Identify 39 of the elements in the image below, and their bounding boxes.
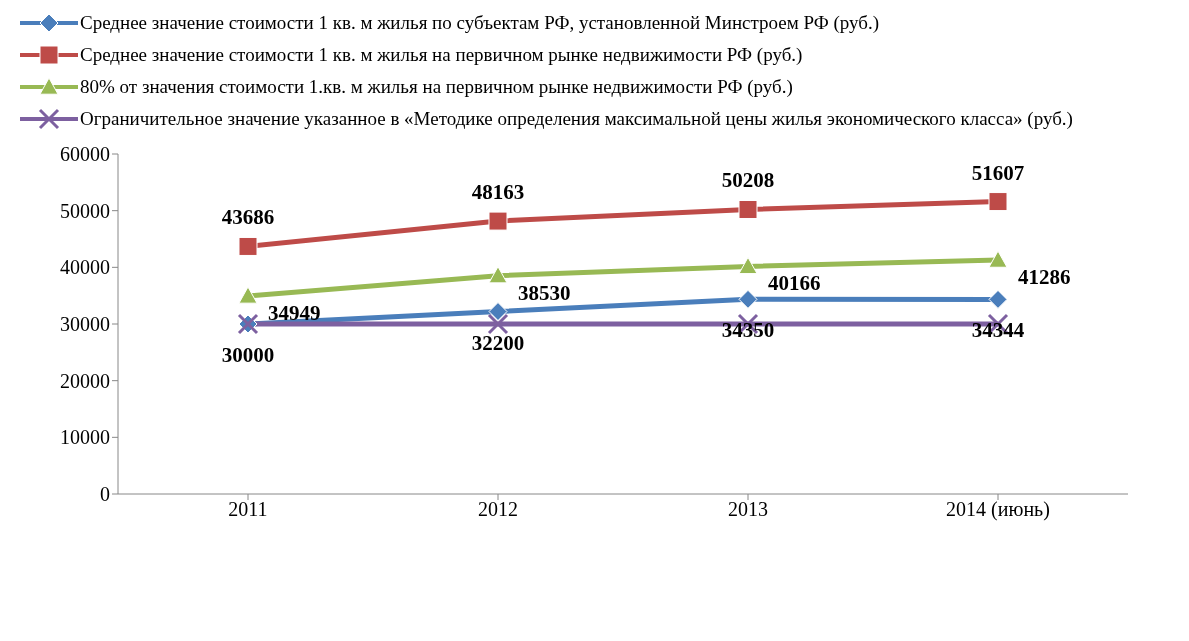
x-tick-label: 2012: [478, 498, 518, 521]
data-label: 34344: [971, 318, 1025, 343]
data-label: 51607: [971, 160, 1025, 185]
legend-label: Ограничительное значение указанное в «Методике определения максимальной цены жилья экономического класса» (руб.): [80, 108, 1073, 130]
y-tick-label: 0: [100, 483, 110, 506]
y-tick-label: 40000: [60, 256, 110, 279]
x-tick-label: 2013: [728, 498, 768, 521]
x-tick-label: 2014 (июнь): [946, 498, 1050, 522]
legend-label: Среднее значение стоимости 1 кв. м жилья по субъектам РФ, установленной Минстроем РФ (руб.): [80, 12, 880, 34]
data-label: 38530: [518, 280, 571, 305]
legend-label: Среднее значение стоимости 1 кв. м жилья на первичном рынке недвижимости РФ (руб.): [80, 44, 803, 66]
point: [488, 302, 508, 322]
data-label: 48163: [471, 180, 525, 205]
x-tick-label: 2011: [228, 498, 268, 521]
y-tick-label: 30000: [60, 313, 110, 336]
point: [738, 256, 758, 275]
point: [988, 192, 1008, 212]
data-label: 50208: [721, 168, 775, 193]
data-label: 34350: [721, 318, 775, 343]
data-label: 40166: [768, 271, 821, 296]
point: [488, 211, 508, 231]
data-label: 32200: [471, 330, 525, 355]
y-tick-label: 20000: [60, 369, 110, 392]
data-label: 30000: [221, 343, 275, 367]
y-tick-label: 50000: [60, 199, 110, 222]
legend-label: 80% от значения стоимости 1.кв. м жилья на первичном рынке недвижимости РФ (руб.): [80, 76, 793, 98]
point: [988, 250, 1008, 268]
point: [738, 289, 758, 309]
data-label: 41286: [1018, 265, 1071, 290]
point: [738, 199, 758, 219]
point: [238, 236, 258, 256]
point: [238, 286, 258, 304]
data-label: 34949: [268, 300, 321, 325]
data-label: 43686: [221, 205, 275, 230]
y-tick-label: 10000: [60, 426, 110, 449]
point: [487, 313, 509, 335]
point: [988, 289, 1008, 309]
y-tick-label: 60000: [60, 143, 110, 166]
point: [488, 266, 508, 284]
